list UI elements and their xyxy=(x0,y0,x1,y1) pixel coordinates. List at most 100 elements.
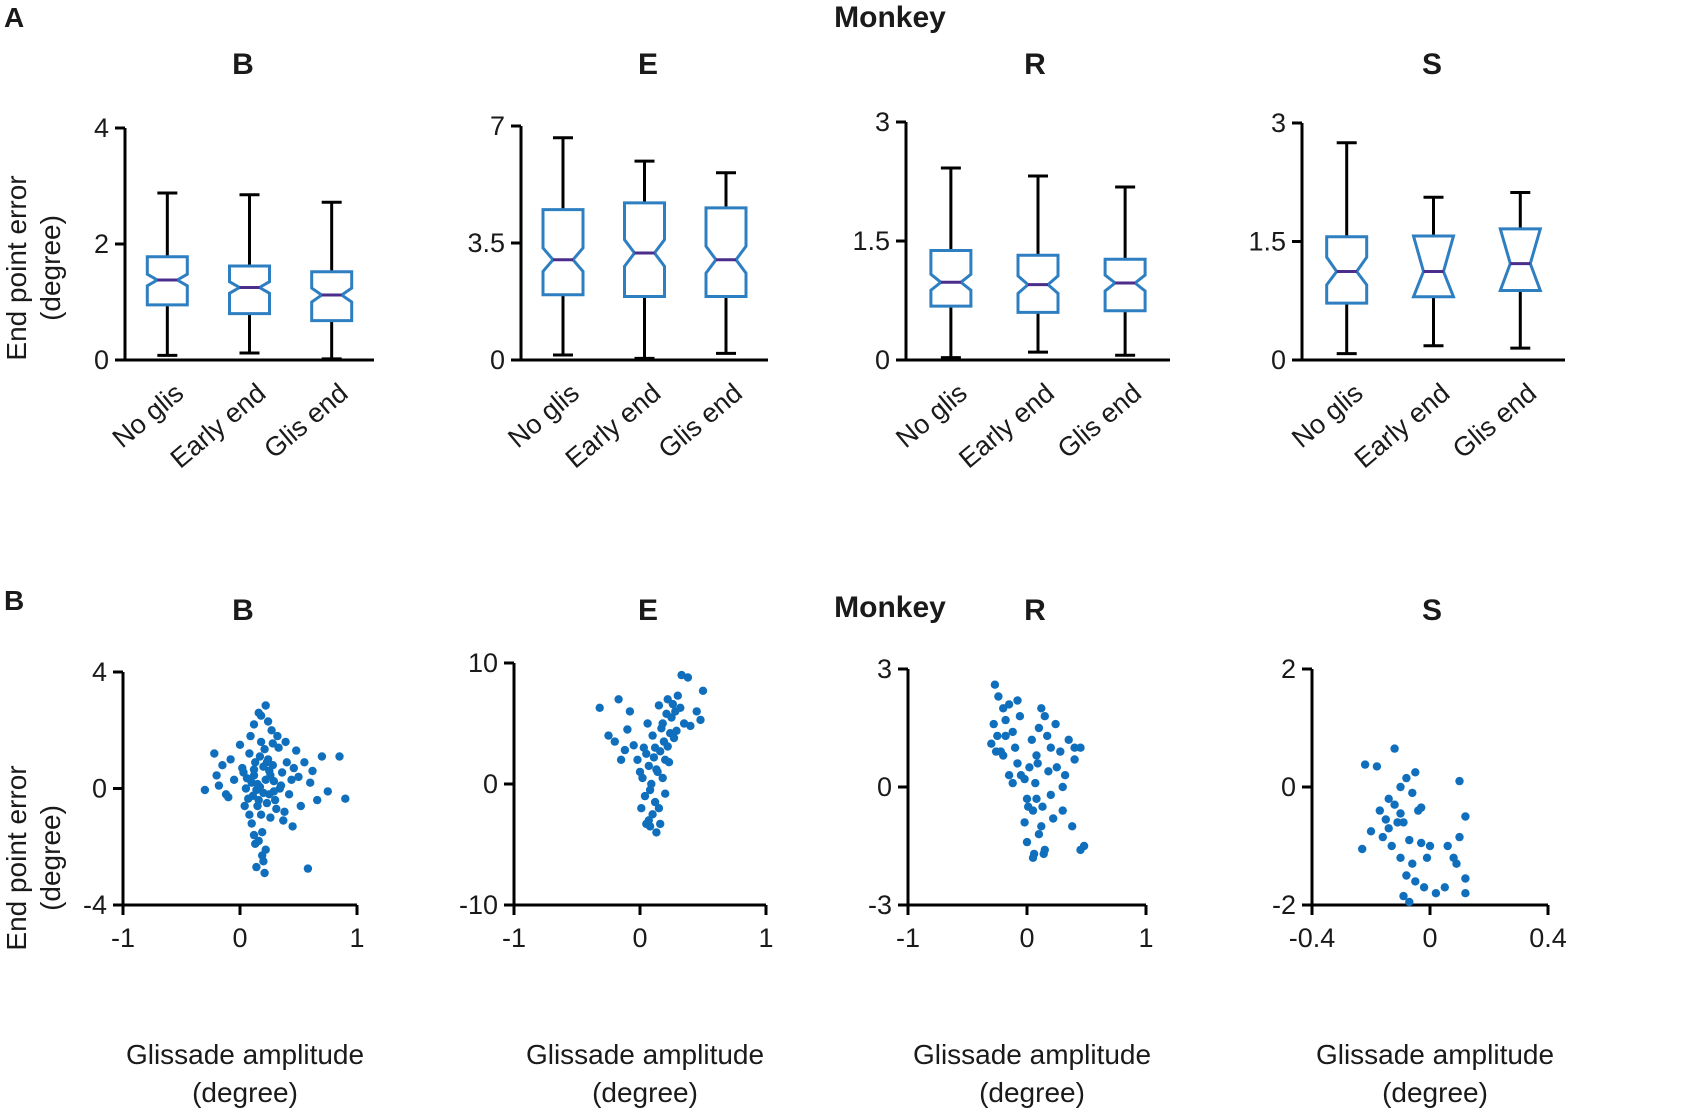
data-point xyxy=(1425,841,1435,851)
data-point xyxy=(1022,837,1032,847)
data-point xyxy=(1020,774,1029,784)
plot-b-s: S -2 0 2 -0.4 0 0.4 Glissade amplitude (degree) xyxy=(1272,594,1567,1108)
data-point xyxy=(1034,723,1044,733)
category-label: Glis end xyxy=(1447,378,1542,465)
data-point xyxy=(281,737,290,747)
data-point xyxy=(1419,883,1429,892)
plot-b-e-ytick-label: -10 xyxy=(459,890,498,920)
plot-a-r-box-1 xyxy=(1016,174,1060,354)
plot-a-b-box-2 xyxy=(310,200,354,361)
data-point xyxy=(633,755,642,764)
plot-a-e-ytick-label: 3.5 xyxy=(467,228,505,258)
data-point xyxy=(987,739,996,748)
data-point xyxy=(595,703,604,712)
plot-a-s-xtick-1: Early end xyxy=(1349,378,1456,474)
plot-b-b-title: B xyxy=(232,594,254,627)
plot-b-b-ytick-label: 4 xyxy=(92,657,107,687)
data-point xyxy=(274,743,283,752)
data-point xyxy=(341,794,350,803)
plot-b-e-ytick-label: 0 xyxy=(483,769,498,799)
data-point xyxy=(993,731,1002,741)
data-point xyxy=(1384,824,1393,833)
data-point xyxy=(1031,778,1040,788)
plot-b-s-xtick-label: -0.4 xyxy=(1289,923,1336,953)
data-point xyxy=(212,771,221,780)
ylabel-b: End point error (degree) xyxy=(1,765,66,950)
data-point xyxy=(300,758,309,767)
data-point xyxy=(267,726,276,735)
category-label: Glis end xyxy=(258,378,353,465)
plot-b-s-title: S xyxy=(1422,594,1442,627)
data-point xyxy=(1068,822,1077,831)
data-point xyxy=(1366,827,1376,836)
data-point xyxy=(1417,838,1426,848)
box-body xyxy=(1325,235,1369,305)
plot-b-r: R -3 0 3 -1 0 1 Glissade amplitude (degree) xyxy=(868,594,1154,1108)
data-point xyxy=(625,707,635,716)
data-point xyxy=(650,797,660,807)
data-point xyxy=(245,749,254,758)
data-point xyxy=(1008,778,1017,788)
box-body xyxy=(1411,234,1456,299)
data-point xyxy=(263,717,273,726)
data-point xyxy=(654,701,664,710)
data-point xyxy=(1396,809,1405,818)
plot-a-b-ytick-label: 0 xyxy=(94,345,109,375)
data-point xyxy=(1056,747,1065,756)
plot-b-s-xtick-label: 0 xyxy=(1422,923,1437,953)
section-title-b: Monkey xyxy=(834,591,946,624)
data-point xyxy=(1393,818,1402,827)
data-point xyxy=(261,701,270,710)
box-body xyxy=(228,264,271,316)
data-point xyxy=(218,761,227,770)
plot-a-s-ytick-label: 1.5 xyxy=(1248,227,1286,257)
data-point xyxy=(266,771,275,780)
data-point xyxy=(252,862,261,872)
data-point xyxy=(604,731,613,740)
plot-a-e-ytick-label: 0 xyxy=(490,345,505,375)
data-point xyxy=(677,670,686,680)
data-point xyxy=(303,864,313,873)
data-point xyxy=(668,699,677,709)
data-point xyxy=(210,749,219,758)
plot-a-e-ytick-label: 7 xyxy=(490,111,505,141)
data-point xyxy=(254,795,263,805)
plot-b-r-xtick-label: 1 xyxy=(1138,923,1153,953)
data-point xyxy=(1037,822,1046,831)
data-point xyxy=(643,719,652,728)
plot-b-s-xlabel-line1: Glissade amplitude xyxy=(1316,1039,1554,1070)
data-point xyxy=(1058,782,1067,792)
plot-b-r-title: R xyxy=(1024,594,1046,627)
data-point xyxy=(1375,806,1385,815)
data-point xyxy=(1037,704,1046,713)
data-point xyxy=(1008,727,1017,737)
data-point xyxy=(1004,700,1014,709)
data-point xyxy=(335,752,344,761)
category-label: No glis xyxy=(890,378,973,454)
data-point xyxy=(1023,802,1033,811)
data-point xyxy=(246,731,255,741)
data-point xyxy=(1408,859,1417,868)
data-point xyxy=(663,742,672,751)
data-point xyxy=(1455,832,1464,842)
plot-b-s-points xyxy=(1358,744,1470,907)
data-point xyxy=(249,830,259,840)
data-point xyxy=(656,819,665,829)
plot-b-e-points xyxy=(595,670,708,837)
data-point xyxy=(1431,889,1441,898)
data-point xyxy=(277,768,287,777)
data-point xyxy=(698,686,708,695)
data-point xyxy=(1044,767,1053,776)
data-point xyxy=(1064,735,1073,744)
data-point xyxy=(1043,731,1052,741)
data-point xyxy=(629,741,638,750)
data-point xyxy=(258,828,267,837)
data-point xyxy=(308,766,317,776)
data-point xyxy=(692,707,701,716)
plot-b-b-xtick-label: 0 xyxy=(232,923,247,953)
plot-b-r-points xyxy=(987,680,1089,862)
data-point xyxy=(261,845,270,854)
data-point xyxy=(616,755,626,764)
data-point xyxy=(1411,768,1420,777)
